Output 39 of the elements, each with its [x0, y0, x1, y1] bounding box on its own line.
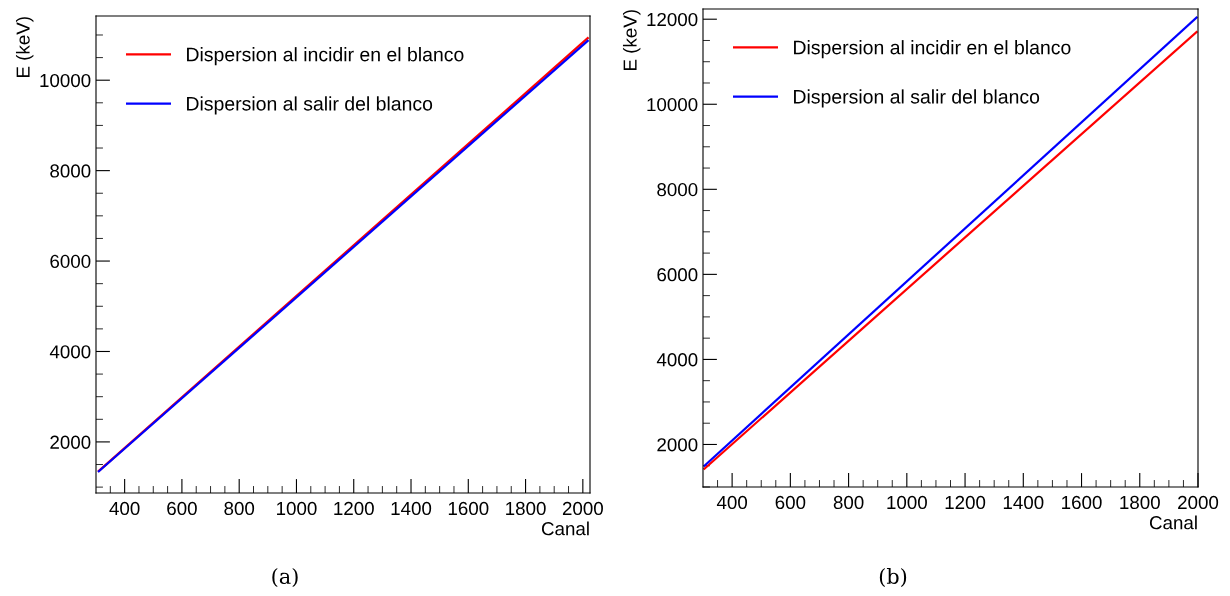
x-tick-label: 800	[833, 495, 864, 510]
x-tick-label: 400	[109, 501, 140, 516]
x-tick-label: 1800	[506, 501, 546, 516]
x-tick-label: 2000	[562, 501, 603, 516]
y-tick-label: 12000	[647, 12, 698, 27]
y-tick-label: 2000	[50, 435, 91, 449]
y-tick-label: 8000	[657, 183, 698, 197]
legend-label: Dispersion al salir del blanco	[794, 89, 1040, 108]
text: (b)	[879, 567, 907, 587]
x-tick-label: 1000	[887, 495, 927, 510]
y-tick-label: 4000	[656, 353, 698, 367]
y-axis-title: E (keV)	[15, 17, 34, 77]
x-tick-label: 1400	[391, 501, 432, 516]
x-tick-label: 1000	[277, 501, 317, 516]
y-tick-label: 6000	[50, 254, 91, 269]
x-tick-label: 1200	[334, 501, 374, 516]
x-axis-title: Canal	[541, 521, 589, 536]
x-tick-label: 1800	[1120, 495, 1160, 510]
y-tick-label: 6000	[657, 268, 698, 282]
y-axis-title: E (keV)	[622, 10, 641, 70]
x-tick-label: 800	[224, 501, 255, 516]
x-tick-label: 1400	[1003, 495, 1044, 510]
y-tick-label: 10000	[40, 73, 91, 88]
x-tick-label: 2000	[1178, 495, 1219, 510]
x-tick-label: 1600	[1062, 495, 1102, 510]
x-tick-label: 1200	[945, 495, 986, 510]
y-tick-label: 8000	[50, 164, 91, 178]
x-tick-label: 1600	[448, 501, 489, 516]
legend-label: Dispersion al incidir en el blanco	[794, 40, 1071, 59]
x-axis-title: Canal	[1149, 515, 1197, 530]
y-tick-label: 2000	[657, 438, 698, 452]
x-tick-label: 600	[775, 495, 806, 510]
x-tick-label: 600	[167, 501, 197, 516]
legend-label: Dispersion al incidir en el blanco	[187, 47, 464, 66]
y-tick-label: 10000	[647, 97, 698, 112]
text: (a)	[272, 567, 298, 587]
legend-label: Dispersion al salir del blanco	[187, 96, 433, 115]
y-tick-label: 4000	[49, 345, 91, 359]
x-tick-label: 400	[716, 495, 748, 510]
